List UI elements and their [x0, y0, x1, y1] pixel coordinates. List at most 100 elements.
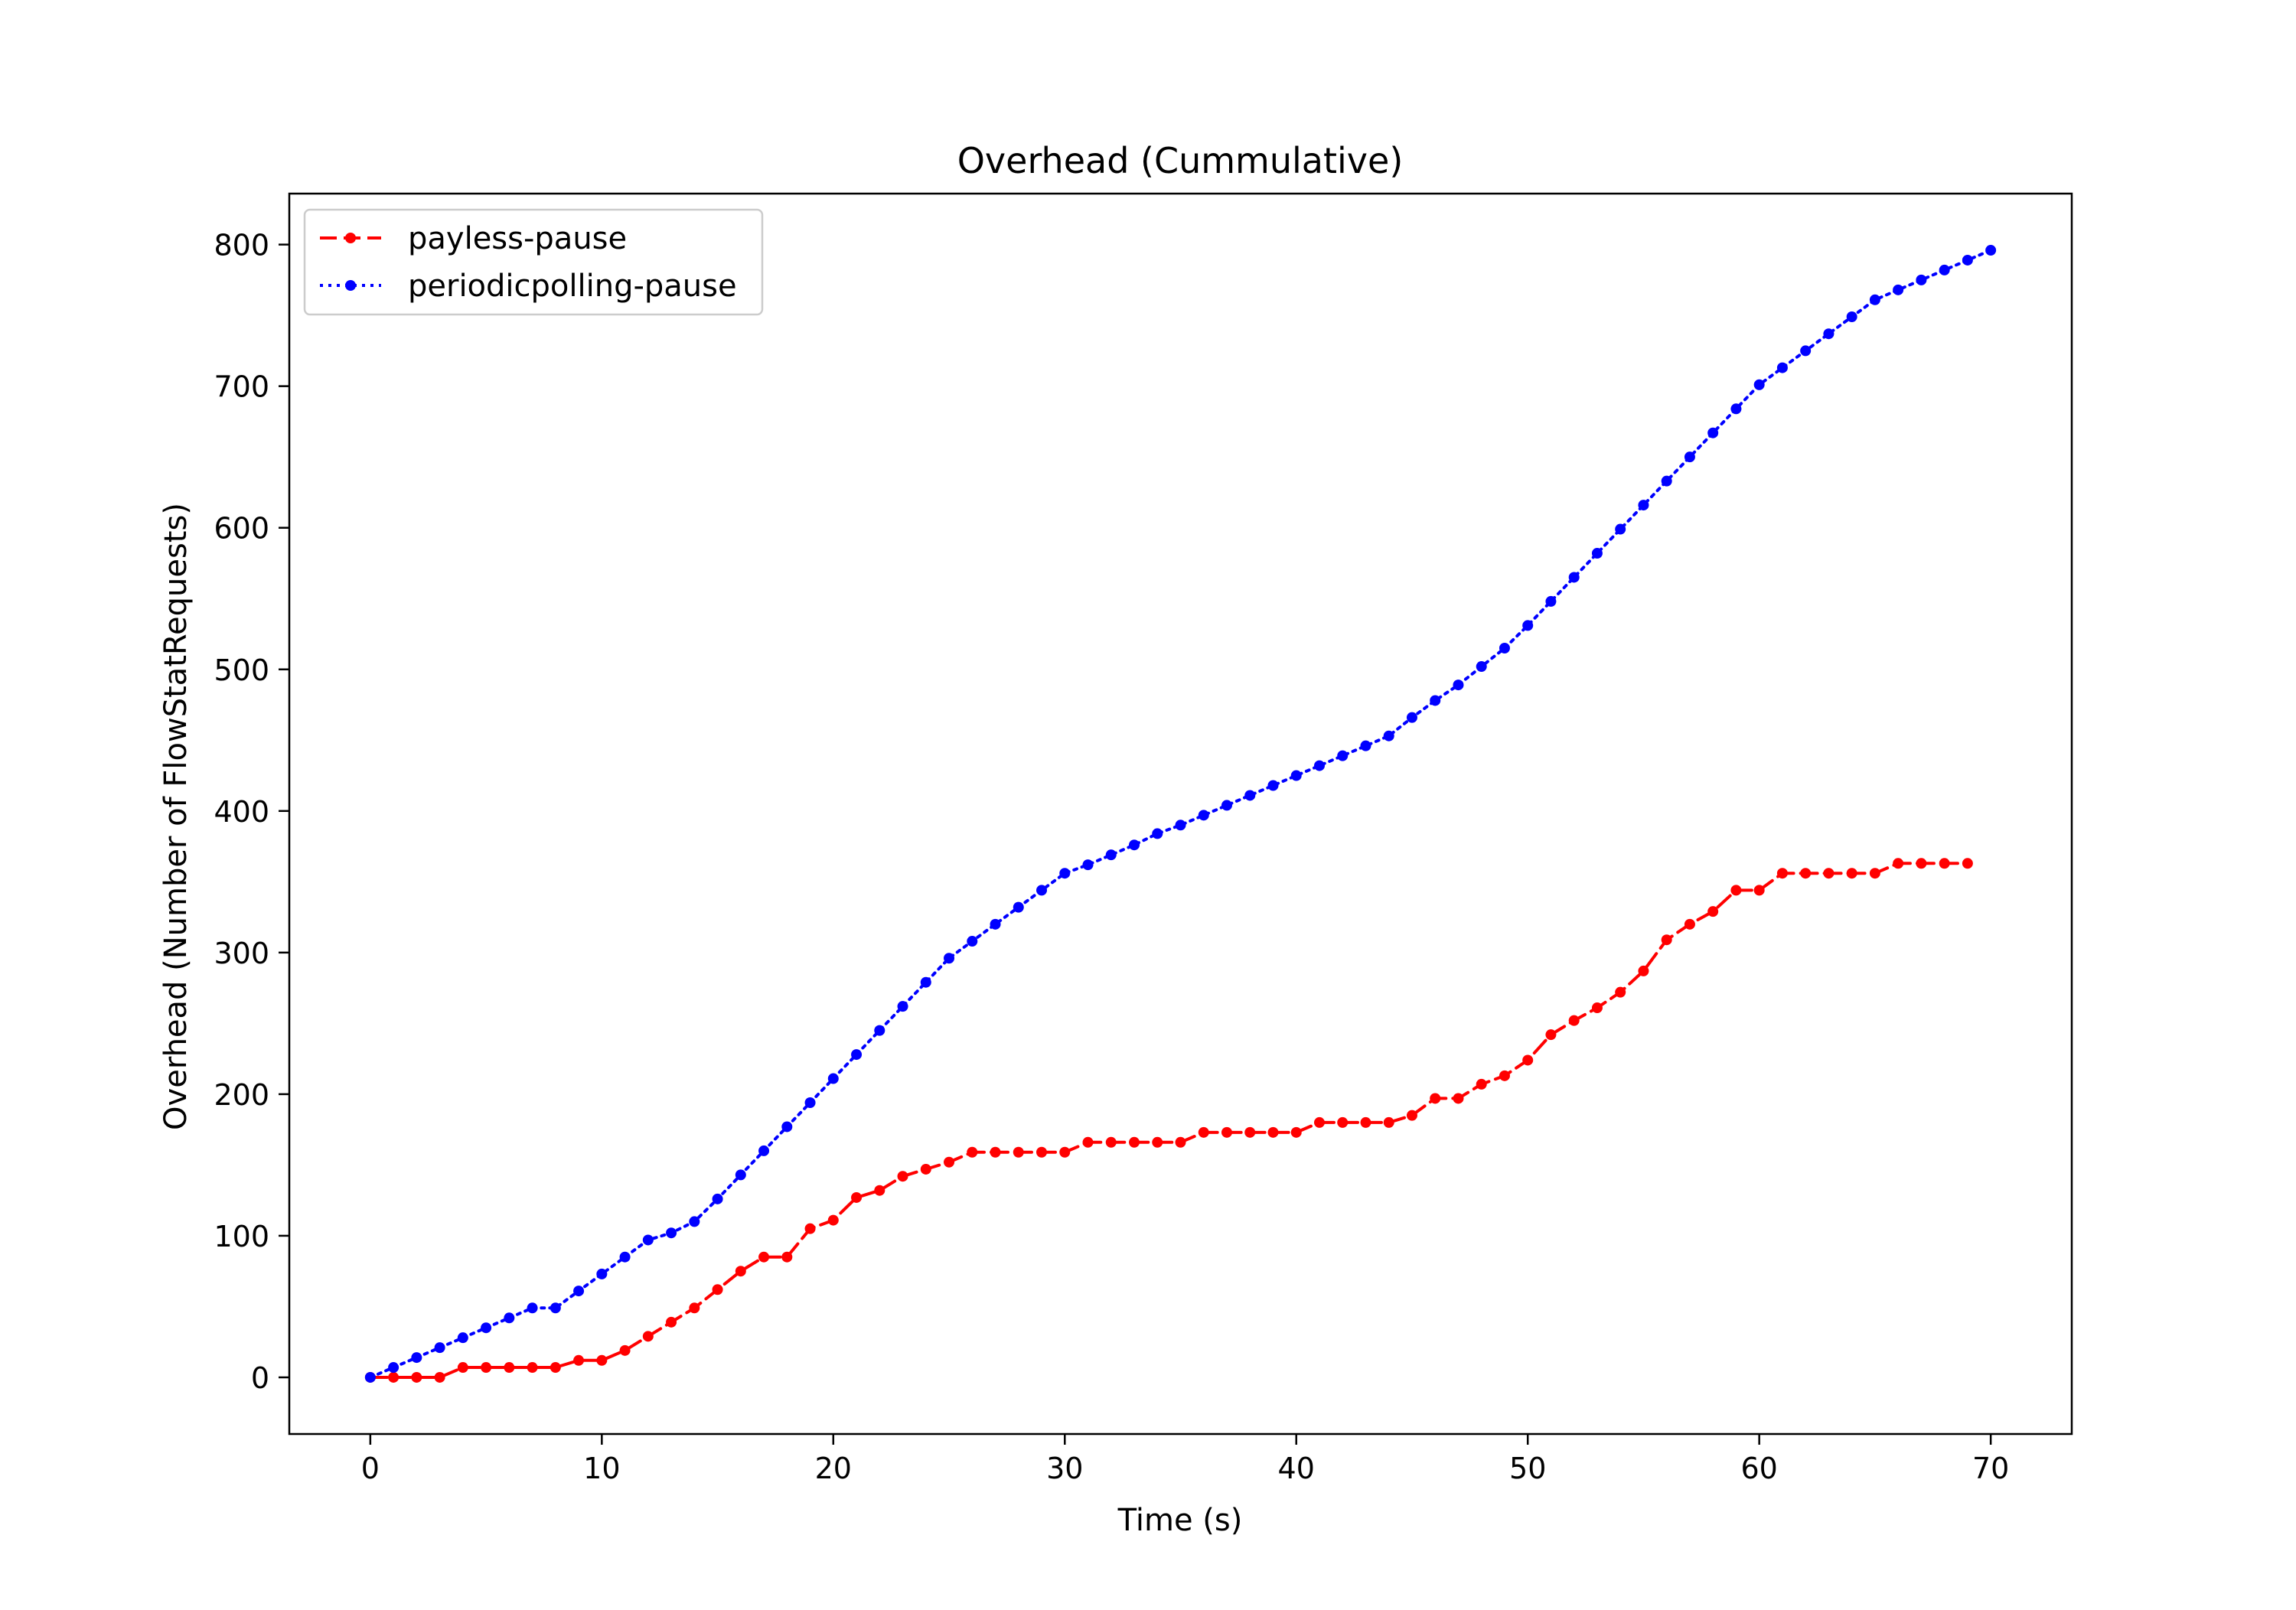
series-line [368, 862, 1969, 1379]
data-point [1939, 264, 1950, 275]
data-point [804, 1223, 816, 1234]
x-tick-label: 50 [1509, 1452, 1546, 1485]
data-point [1846, 311, 1857, 322]
data-point [666, 1227, 677, 1239]
data-point [874, 1025, 885, 1036]
series-payless-pause [364, 858, 1973, 1383]
data-point [573, 1286, 585, 1297]
data-point [1916, 274, 1927, 285]
data-point [1059, 1146, 1071, 1158]
data-point [1013, 1146, 1024, 1158]
data-point [1105, 849, 1117, 861]
data-point [1615, 523, 1626, 535]
data-point [388, 1362, 400, 1374]
data-point [1476, 661, 1487, 673]
x-tick-label: 40 [1278, 1452, 1315, 1485]
data-point [758, 1145, 770, 1156]
data-point [1568, 1015, 1580, 1026]
y-tick-label: 200 [214, 1078, 269, 1112]
data-point [1221, 800, 1232, 811]
data-point [944, 1156, 955, 1168]
data-point [920, 1163, 931, 1175]
data-point [411, 1352, 422, 1364]
data-point [1730, 885, 1742, 896]
data-point [550, 1362, 561, 1374]
data-point [1244, 790, 1256, 801]
data-point [1823, 328, 1835, 340]
data-point [781, 1121, 793, 1133]
y-tick-label: 600 [214, 512, 269, 546]
data-point [1313, 760, 1325, 771]
data-point [1221, 1126, 1232, 1138]
data-point [1753, 379, 1765, 390]
legend-label: periodicpolling-pause [408, 269, 737, 304]
data-point [967, 1146, 978, 1158]
data-point [573, 1354, 585, 1366]
y-axis-label: Overhead (Number of FlowStatRequests) [158, 503, 194, 1130]
data-point [619, 1251, 631, 1263]
data-point [758, 1251, 770, 1263]
data-point [944, 953, 955, 964]
data-point [1129, 839, 1140, 851]
data-point [1453, 680, 1464, 691]
data-point [990, 1146, 1001, 1158]
data-point [1939, 858, 1950, 869]
data-point [619, 1344, 631, 1356]
data-point [642, 1234, 654, 1246]
data-point [1776, 362, 1788, 373]
data-point [897, 1171, 908, 1182]
data-point [712, 1193, 723, 1204]
data-point [1129, 1136, 1140, 1148]
x-tick-label: 30 [1046, 1452, 1083, 1485]
chart-title: Overhead (Cummulative) [957, 140, 1404, 181]
data-point [527, 1362, 538, 1374]
data-point [1337, 750, 1349, 761]
data-point [851, 1049, 863, 1061]
data-point [1013, 901, 1024, 913]
legend-marker [345, 233, 356, 243]
data-point [990, 918, 1001, 930]
data-point [1430, 1093, 1441, 1104]
data-point [1360, 1116, 1371, 1128]
data-point [851, 1191, 863, 1203]
x-axis-ticks: 0 10 20 30 40 50 60 70 [361, 1434, 2009, 1485]
y-tick-label: 0 [251, 1361, 269, 1395]
data-point [1962, 858, 1973, 869]
data-point [504, 1362, 515, 1374]
y-tick-label: 100 [214, 1220, 269, 1253]
data-point [1776, 868, 1788, 879]
data-point [689, 1216, 700, 1227]
data-point [1198, 1126, 1209, 1138]
data-point [689, 1302, 700, 1314]
data-point [1406, 712, 1417, 723]
data-point [1453, 1093, 1464, 1104]
data-point [1893, 284, 1904, 295]
data-point [1615, 986, 1626, 998]
data-point [1059, 868, 1071, 879]
data-point [735, 1169, 746, 1181]
data-point [1916, 858, 1927, 869]
data-point [1036, 885, 1048, 896]
data-point [1152, 828, 1163, 839]
data-point [550, 1302, 561, 1314]
legend: payless-pause periodicpolling-pause [303, 208, 764, 316]
data-point [1730, 403, 1742, 415]
data-point [1383, 730, 1394, 741]
data-point [481, 1322, 492, 1334]
data-point [1244, 1126, 1256, 1138]
data-point [967, 936, 978, 947]
y-axis-ticks: 0 100 200 300 400 500 600 700 800 [214, 229, 289, 1395]
legend-label: payless-pause [408, 221, 627, 256]
series-periodicpolling-pause [364, 245, 1997, 1383]
data-point [1869, 868, 1880, 879]
x-axis-label: Time (s) [1117, 1503, 1243, 1538]
data-point [1383, 1116, 1394, 1128]
data-point [1962, 254, 1973, 266]
data-point [1105, 1136, 1117, 1148]
data-point [1082, 859, 1094, 871]
data-point [1800, 868, 1812, 879]
data-point [712, 1284, 723, 1295]
data-point [1082, 1136, 1094, 1148]
x-tick-label: 70 [1972, 1452, 2009, 1485]
